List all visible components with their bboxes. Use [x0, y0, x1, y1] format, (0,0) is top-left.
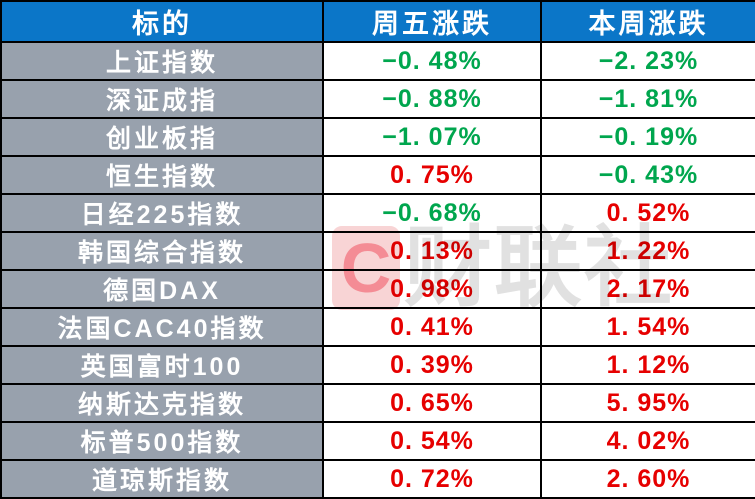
index-label: 创业板指: [0, 117, 324, 157]
table-row: 上证指数 −0. 48% −2. 23%: [0, 41, 755, 81]
week-change: 1. 22%: [540, 231, 755, 271]
header-friday-change: 周五涨跌: [322, 0, 542, 43]
friday-change: 0. 98%: [322, 269, 542, 309]
week-change: 1. 54%: [540, 307, 755, 347]
friday-change: 0. 13%: [322, 231, 542, 271]
table-row: 纳斯达克指数 0. 65% 5. 95%: [0, 383, 755, 423]
index-label: 韩国综合指数: [0, 231, 324, 271]
friday-change: 0. 41%: [322, 307, 542, 347]
week-change: 2. 60%: [540, 459, 755, 499]
friday-change: 0. 39%: [322, 345, 542, 385]
header-week-change: 本周涨跌: [540, 0, 755, 43]
table-row: 深证成指 −0. 88% −1. 81%: [0, 79, 755, 119]
header-target: 标的: [0, 0, 324, 43]
week-change: 2. 17%: [540, 269, 755, 309]
index-label: 德国DAX: [0, 269, 324, 309]
index-label: 道琼斯指数: [0, 459, 324, 499]
index-label: 深证成指: [0, 79, 324, 119]
friday-change: −0. 68%: [322, 193, 542, 233]
index-label: 日经225指数: [0, 193, 324, 233]
friday-change: 0. 75%: [322, 155, 542, 195]
index-label: 标普500指数: [0, 421, 324, 461]
week-change: −1. 81%: [540, 79, 755, 119]
week-change: 1. 12%: [540, 345, 755, 385]
week-change: 0. 52%: [540, 193, 755, 233]
table-row: 德国DAX 0. 98% 2. 17%: [0, 269, 755, 309]
table-row: 创业板指 −1. 07% −0. 19%: [0, 117, 755, 157]
table-row: 标普500指数 0. 54% 4. 02%: [0, 421, 755, 461]
index-label: 上证指数: [0, 41, 324, 81]
index-label: 英国富时100: [0, 345, 324, 385]
table-row: 恒生指数 0. 75% −0. 43%: [0, 155, 755, 195]
table-row: 英国富时100 0. 39% 1. 12%: [0, 345, 755, 385]
index-label: 恒生指数: [0, 155, 324, 195]
table-row: 日经225指数 −0. 68% 0. 52%: [0, 193, 755, 233]
week-change: −0. 19%: [540, 117, 755, 157]
friday-change: −0. 48%: [322, 41, 542, 81]
week-change: −0. 43%: [540, 155, 755, 195]
friday-change: 0. 65%: [322, 383, 542, 423]
friday-change: −0. 88%: [322, 79, 542, 119]
table-row: 法国CAC40指数 0. 41% 1. 54%: [0, 307, 755, 347]
week-change: 5. 95%: [540, 383, 755, 423]
table-row: 韩国综合指数 0. 13% 1. 22%: [0, 231, 755, 271]
friday-change: 0. 54%: [322, 421, 542, 461]
friday-change: −1. 07%: [322, 117, 542, 157]
header-row: 标的 周五涨跌 本周涨跌: [0, 0, 755, 43]
index-label: 纳斯达克指数: [0, 383, 324, 423]
index-label: 法国CAC40指数: [0, 307, 324, 347]
week-change: −2. 23%: [540, 41, 755, 81]
table-row: 道琼斯指数 0. 72% 2. 60%: [0, 459, 755, 499]
friday-change: 0. 72%: [322, 459, 542, 499]
week-change: 4. 02%: [540, 421, 755, 461]
